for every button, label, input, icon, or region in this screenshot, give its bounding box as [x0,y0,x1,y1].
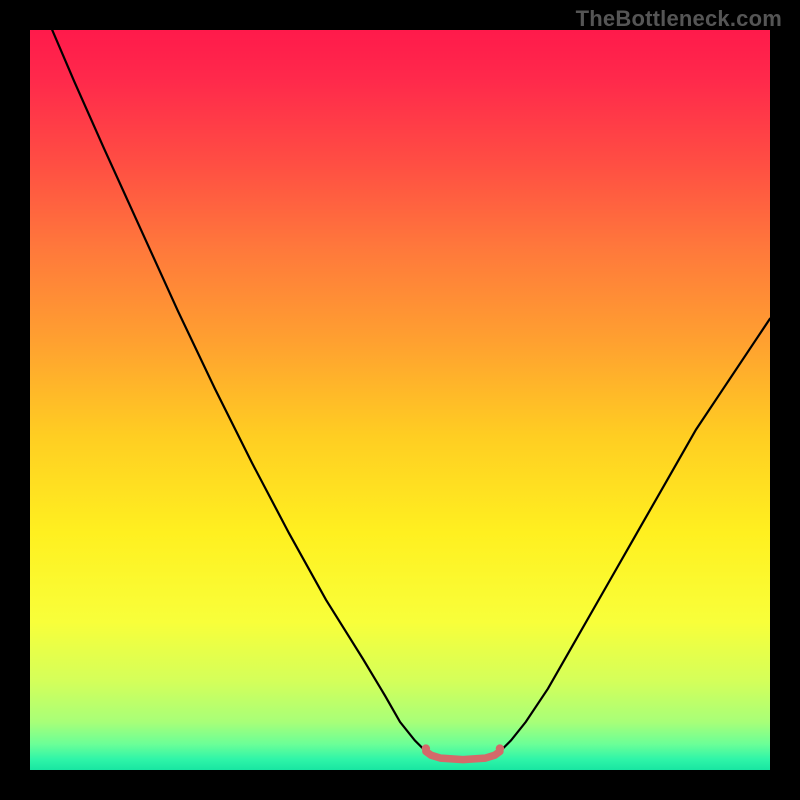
plot-area [30,30,770,770]
plot-svg [30,30,770,770]
background-rect [30,30,770,770]
flat-endpoint-right [496,744,504,752]
watermark-text: TheBottleneck.com [576,6,782,32]
chart-frame: TheBottleneck.com [0,0,800,800]
flat-endpoint-left [422,744,430,752]
